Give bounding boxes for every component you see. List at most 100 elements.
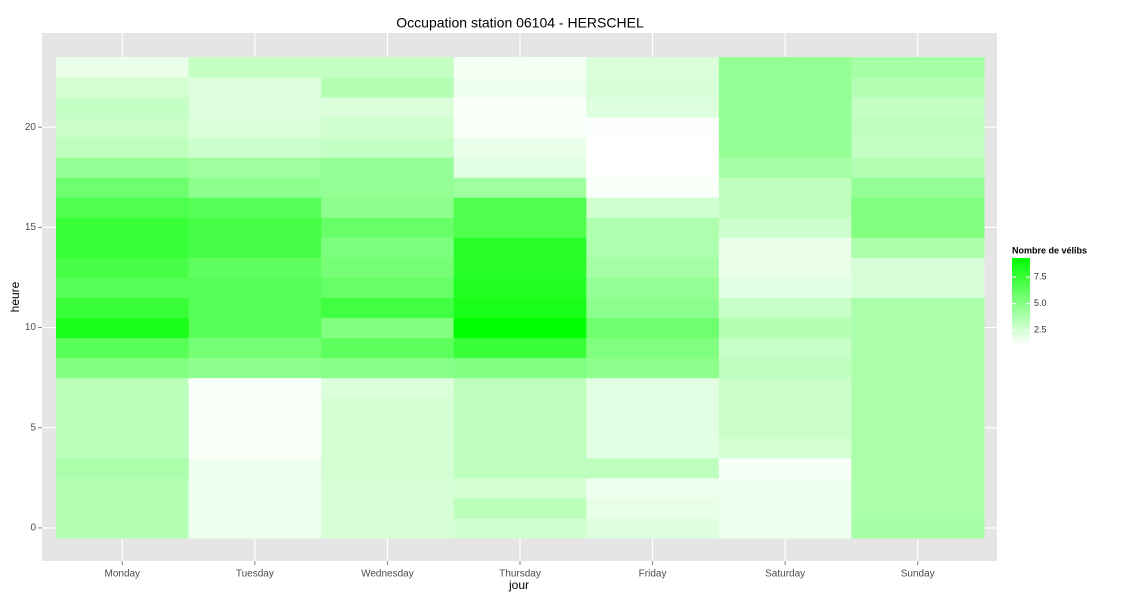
heat-cell	[851, 77, 985, 98]
heat-cell	[56, 297, 190, 319]
heat-cell	[321, 517, 455, 539]
x-tick-label: Sunday	[901, 569, 935, 580]
heat-cell	[321, 317, 455, 339]
heat-cell	[718, 417, 852, 439]
heat-cell	[586, 217, 720, 238]
heat-cell	[586, 137, 720, 158]
x-axis-label: jour	[508, 578, 529, 592]
heat-cell	[586, 117, 720, 138]
heat-cell	[321, 57, 455, 78]
legend-tick-label: 5.0	[1034, 298, 1047, 308]
heat-cell	[718, 77, 852, 98]
heat-cell	[453, 277, 587, 299]
heat-cell	[718, 497, 852, 519]
heat-cell	[718, 157, 852, 178]
heat-cell	[718, 477, 852, 499]
heat-cell	[586, 157, 720, 178]
heat-cell	[56, 397, 190, 419]
heat-cell	[851, 417, 985, 439]
heat-cell	[586, 277, 720, 299]
heat-cell	[851, 437, 985, 459]
heat-cell	[56, 117, 190, 138]
heat-cell	[321, 257, 455, 278]
heat-cell	[718, 237, 852, 258]
heat-cell	[321, 297, 455, 319]
heat-cell	[851, 297, 985, 319]
heat-cell	[56, 137, 190, 158]
heat-cell	[56, 217, 190, 238]
heat-cell	[321, 337, 455, 359]
legend-title: Nombre de vélibs	[1012, 245, 1087, 255]
heat-cell	[851, 457, 985, 479]
x-tick-label: Wednesday	[361, 569, 414, 580]
heat-cell	[453, 457, 587, 479]
heat-cell	[56, 157, 190, 178]
heat-cell	[851, 57, 985, 78]
heat-cell	[321, 217, 455, 238]
heat-cell	[188, 397, 322, 419]
heat-cell	[586, 377, 720, 399]
heat-cell	[56, 517, 190, 539]
heat-cell	[453, 317, 587, 339]
heat-cell	[56, 357, 190, 379]
heat-cell	[718, 217, 852, 238]
heat-cell	[453, 57, 587, 78]
heat-cell	[56, 417, 190, 439]
y-tick-label: 0	[30, 523, 36, 534]
heat-cell	[718, 137, 852, 158]
heat-cell	[188, 417, 322, 439]
heat-cell	[586, 57, 720, 78]
heat-cell	[321, 237, 455, 258]
heat-cell	[453, 357, 587, 379]
heat-cell	[321, 457, 455, 479]
heat-cell	[321, 497, 455, 519]
heat-cell	[188, 257, 322, 278]
heat-cell	[718, 277, 852, 299]
heat-cell	[586, 417, 720, 439]
heat-cell	[453, 77, 587, 98]
heat-cell	[321, 197, 455, 218]
heat-cell	[718, 317, 852, 339]
heat-cell	[188, 337, 322, 359]
heat-cell	[586, 297, 720, 319]
y-tick-label: 15	[25, 222, 37, 233]
heat-cell	[188, 57, 322, 78]
heat-cell	[188, 517, 322, 539]
legend-tick-label: 7.5	[1034, 271, 1047, 281]
heat-cell	[586, 517, 720, 539]
y-tick-label: 10	[25, 322, 37, 333]
heat-cell	[188, 157, 322, 178]
heat-cell	[56, 457, 190, 479]
heat-cell	[851, 217, 985, 238]
heat-cell	[586, 257, 720, 278]
heat-cell	[851, 177, 985, 198]
heat-cell	[321, 357, 455, 379]
heat-cell	[851, 157, 985, 178]
heat-cell	[321, 97, 455, 118]
heat-cell	[453, 417, 587, 439]
heat-cell	[718, 337, 852, 359]
heat-cell	[188, 357, 322, 379]
heat-cell	[188, 177, 322, 198]
heat-cell	[453, 477, 587, 499]
heat-cell	[56, 97, 190, 118]
heat-cell	[718, 177, 852, 198]
x-tick-label: Saturday	[765, 569, 805, 580]
heat-cell	[188, 97, 322, 118]
heat-cell	[321, 377, 455, 399]
x-tick-label: Monday	[104, 569, 140, 580]
heat-cell	[188, 497, 322, 519]
heat-cell	[56, 237, 190, 258]
heat-cell	[188, 77, 322, 98]
heat-cell	[56, 337, 190, 359]
heat-cell	[851, 517, 985, 539]
heat-cell	[586, 337, 720, 359]
heat-cell	[321, 117, 455, 138]
heat-cell	[718, 257, 852, 278]
heat-cell	[321, 277, 455, 299]
x-tick-label: Thursday	[499, 569, 541, 580]
heat-cell	[56, 57, 190, 78]
heat-cell	[188, 457, 322, 479]
heat-cell	[321, 417, 455, 439]
heat-cell	[321, 397, 455, 419]
